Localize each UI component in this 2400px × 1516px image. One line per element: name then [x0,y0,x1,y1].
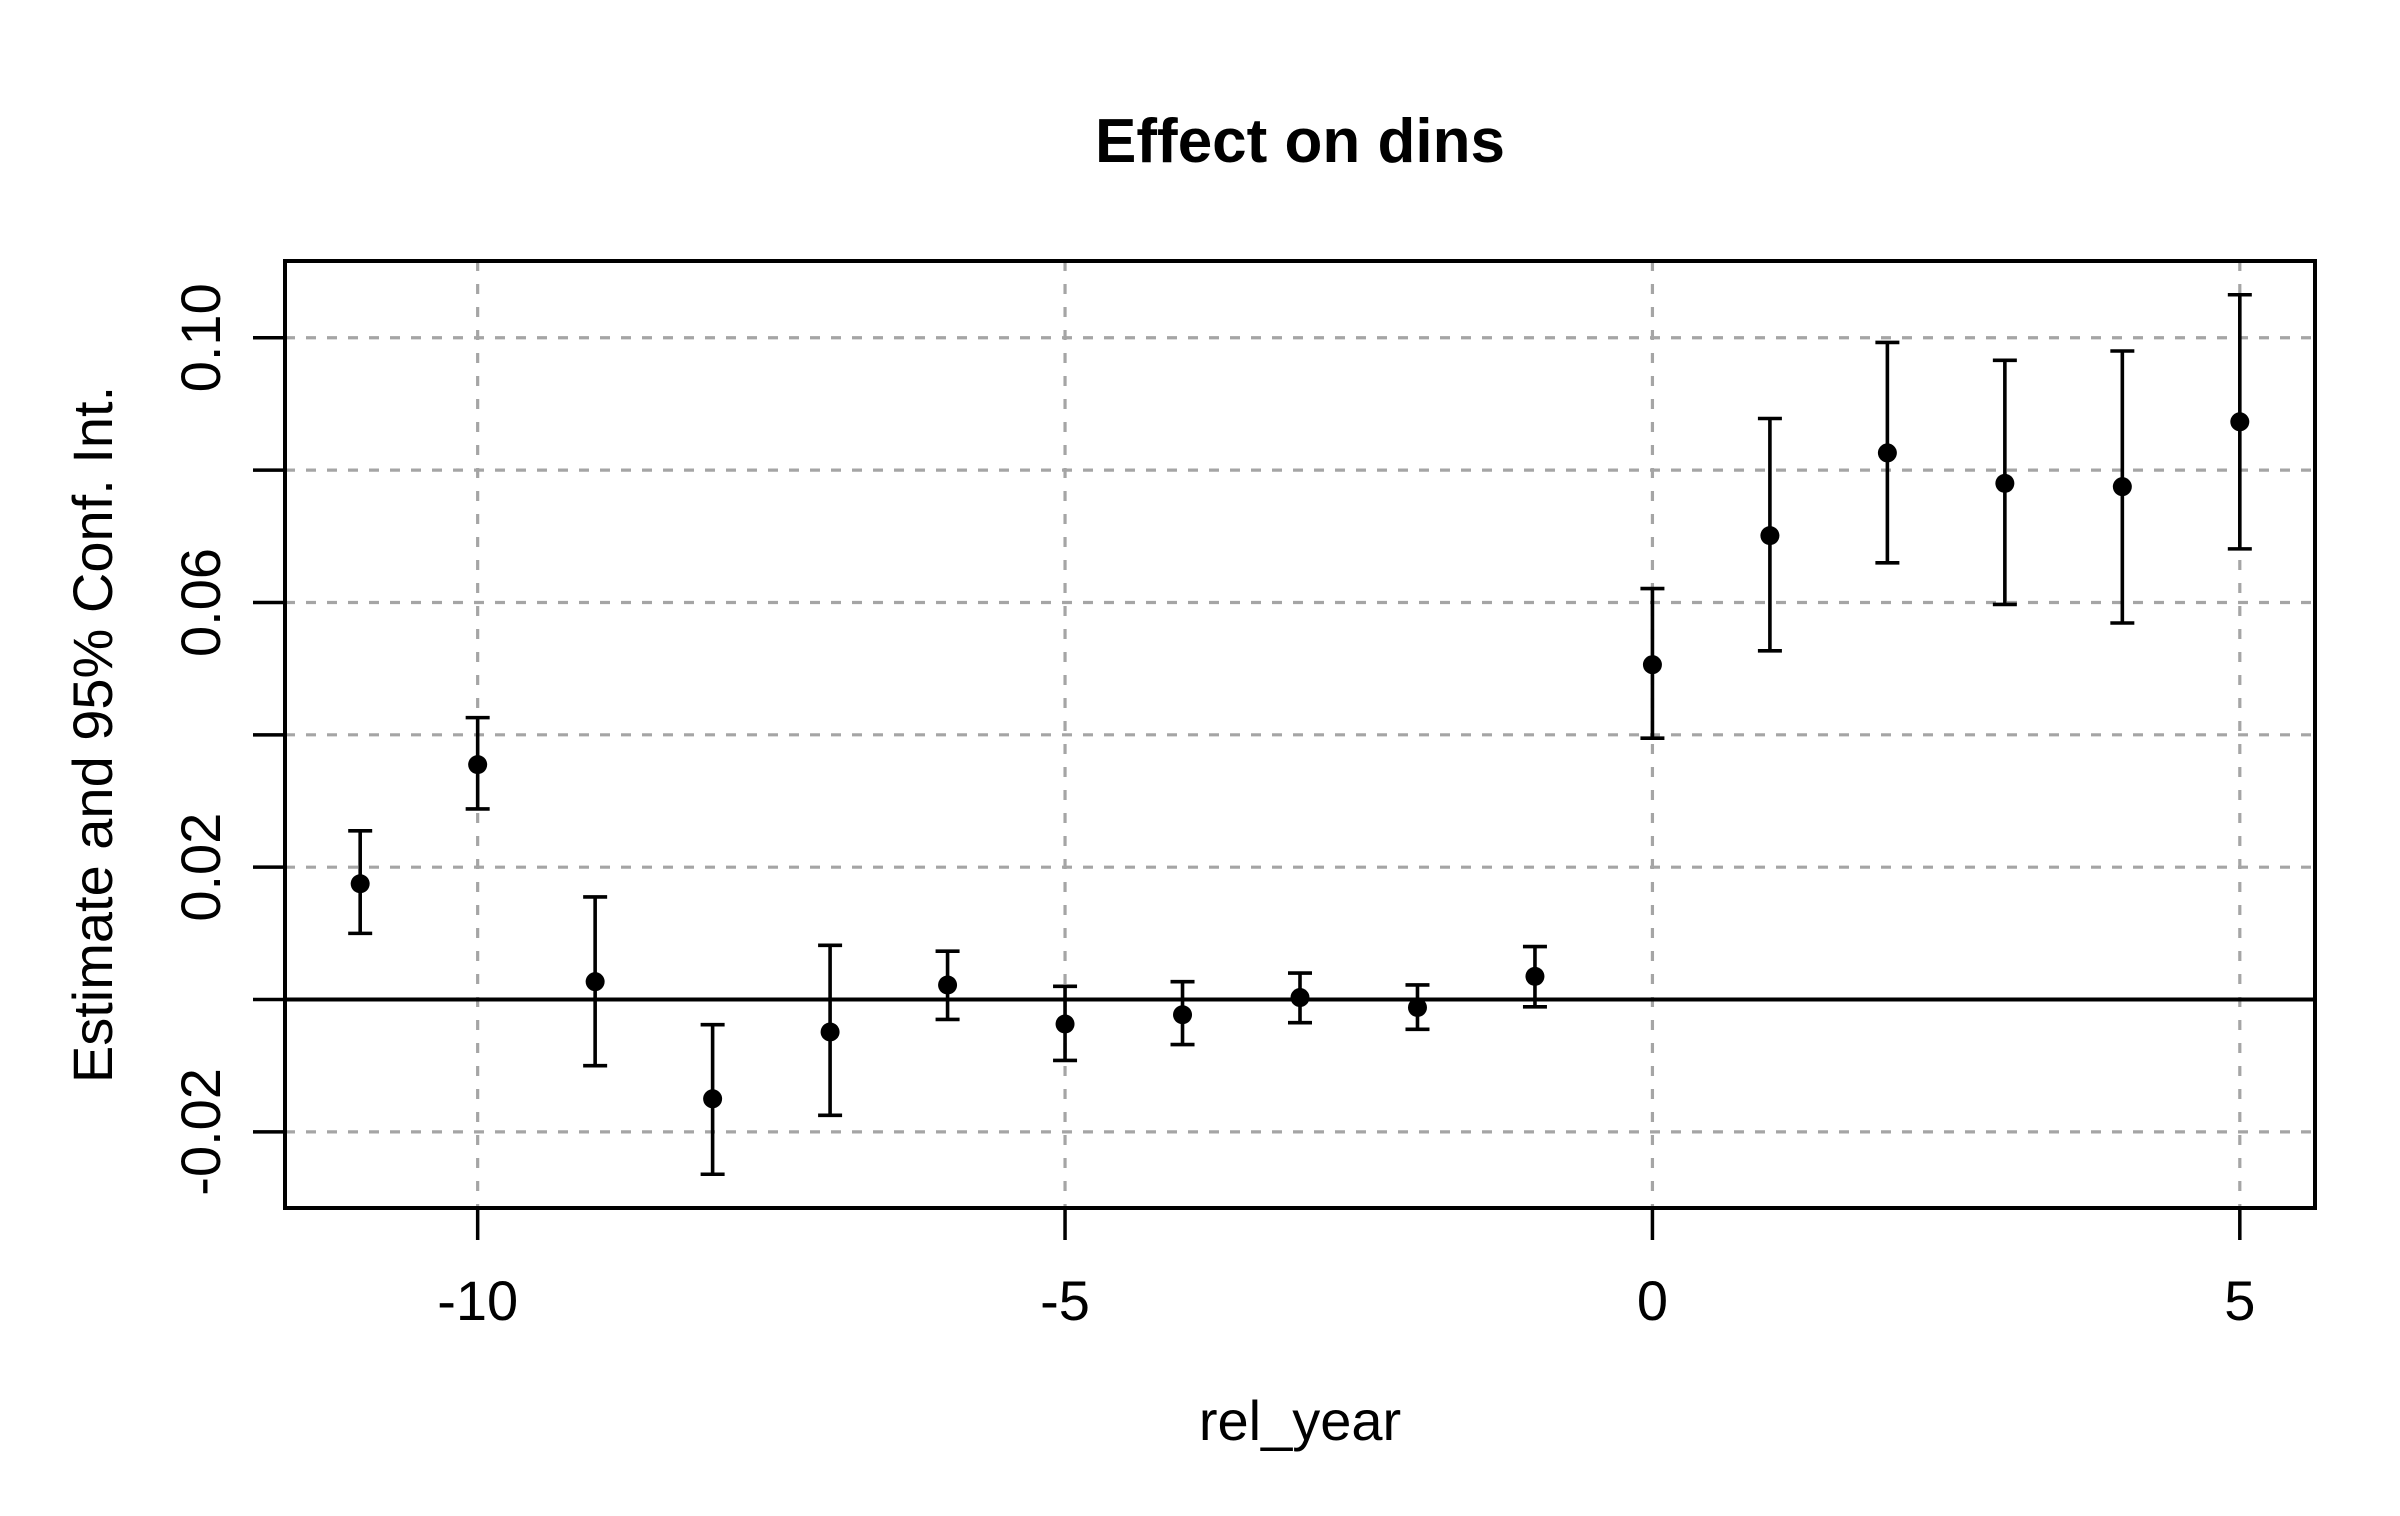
y-tick-label: 0.10 [169,283,232,392]
plot-svg: -10 -5 0 50.100.060.02-0.02 Effect on dins … [61,107,2317,1452]
data-point-marker [1407,997,1427,1017]
x-tick-label: -10 [437,1269,518,1332]
y-axis-label: Estimate and 95% Conf. Int. [61,386,124,1083]
data-point-marker [1055,1014,1075,1034]
data-point-marker [703,1089,723,1109]
y-tick-label: -0.02 [169,1068,232,1196]
x-axis-label: rel_year [1199,1389,1401,1452]
data-series [348,292,2252,1177]
data-point-marker [468,755,488,775]
data-point-marker [1877,443,1897,463]
data-point-marker [938,975,958,995]
data-point-marker [1642,655,1662,675]
y-tick-label: 0.02 [169,813,232,922]
data-point-marker [820,1022,840,1042]
event-study-chart: -10 -5 0 5 0.10 0.06 0.02 -0.02 Effect on dins … [40,16,2400,1516]
data-point-marker [2112,477,2132,497]
x-tick-label: -5 [1040,1269,1090,1332]
data-point-marker [2230,412,2250,432]
y-tick-label: 0.06 [169,548,232,657]
data-point-marker [1995,473,2015,493]
data-point-marker [585,972,605,992]
data-point-marker [350,874,370,894]
x-tick-label: 5 [2224,1269,2255,1332]
data-point-marker [1173,1005,1193,1025]
data-point-marker [1525,966,1545,986]
data-point-marker [1760,526,1780,546]
axes: -10 -5 0 5 0.10 0.06 0.02 -0.02 [169,259,2317,1332]
gridlines [285,261,2315,1208]
x-tick-label: 0 [1637,1269,1668,1332]
data-point-marker [1290,988,1310,1008]
chart-title: Effect on dins [1095,107,1505,176]
